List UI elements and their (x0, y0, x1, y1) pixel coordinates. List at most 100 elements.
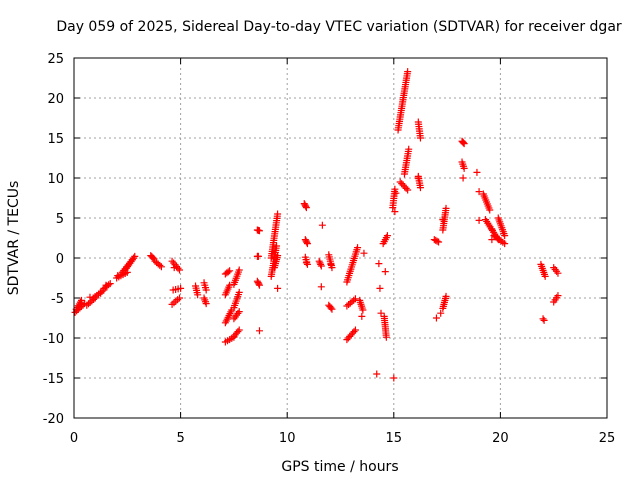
data-point (255, 227, 263, 235)
data-point (351, 326, 359, 334)
data-point (459, 139, 467, 147)
x-axis-label: GPS time / hours (281, 459, 398, 475)
data-point (358, 312, 366, 320)
data-point (114, 272, 122, 280)
y-tick-label: 25 (47, 52, 64, 67)
data-point (274, 210, 282, 218)
chart-title: Day 059 of 2025, Sidereal Day-to-day VTE… (56, 19, 622, 35)
data-point (86, 293, 94, 301)
data-point (254, 252, 262, 260)
data-point (235, 266, 243, 274)
data-point (391, 185, 399, 193)
data-point (402, 184, 410, 192)
data-point (328, 264, 336, 272)
data-point (156, 261, 164, 269)
data-point (202, 286, 210, 294)
data-point (354, 244, 362, 252)
data-point (414, 174, 422, 182)
data-point (130, 254, 138, 262)
data-point (102, 281, 110, 289)
data-point (541, 272, 549, 280)
y-tick-label: 20 (47, 92, 64, 107)
data-point (317, 262, 325, 270)
data-point (459, 174, 467, 182)
data-point (383, 232, 391, 240)
data-point (396, 178, 404, 186)
data-point (97, 289, 105, 297)
data-point (350, 328, 358, 336)
plot-frame (73, 57, 608, 419)
x-tick-label: 15 (386, 431, 403, 446)
data-point (475, 188, 483, 196)
data-point (405, 145, 413, 153)
data-point (131, 252, 139, 260)
y-tick-label: -5 (51, 292, 64, 307)
data-point (177, 284, 185, 292)
data-point (376, 284, 384, 292)
data-point (303, 238, 311, 246)
data-point (273, 242, 281, 250)
data-point (401, 183, 409, 191)
data-point (488, 236, 496, 244)
data-point (475, 216, 483, 224)
data-point (501, 240, 509, 248)
data-point (255, 280, 263, 288)
data-point (351, 295, 359, 303)
data-point (315, 257, 323, 265)
data-point (350, 296, 358, 304)
data-point (442, 204, 450, 212)
data-point (303, 260, 311, 268)
data-point (539, 315, 547, 323)
data-point (226, 267, 234, 275)
data-point (390, 374, 398, 382)
y-axis-label: SDTVAR / TECUs (6, 181, 22, 296)
data-point (224, 268, 232, 276)
data-point (157, 263, 165, 271)
x-tick-label: 25 (599, 431, 616, 446)
data-point (77, 300, 85, 308)
y-axis-ticks: -20 -15 -10 -5 0 5 10 15 20 25 (43, 52, 607, 427)
data-point (373, 370, 381, 378)
y-tick-label: 15 (47, 132, 64, 147)
data-point (404, 186, 412, 194)
data-point (381, 268, 389, 276)
data-point (460, 164, 468, 172)
data-point (554, 292, 562, 300)
data-point (226, 281, 234, 289)
data-point (274, 252, 282, 260)
data-point (317, 283, 325, 291)
data-point (392, 189, 400, 197)
data-point (255, 327, 263, 335)
data-points (71, 68, 562, 382)
y-tick-label: -15 (43, 372, 64, 387)
data-point (274, 284, 282, 292)
y-tick-label: 5 (56, 212, 64, 227)
data-point (399, 181, 407, 189)
data-point (488, 225, 496, 233)
x-tick-label: 0 (70, 431, 78, 446)
data-point (398, 180, 406, 188)
data-point (328, 305, 336, 313)
data-point (302, 259, 310, 267)
y-tick-label: -20 (43, 412, 64, 427)
data-point (170, 264, 178, 272)
x-axis-ticks: 0 5 10 15 20 25 (70, 58, 615, 446)
data-point (437, 309, 445, 317)
data-point (377, 309, 385, 317)
data-point (501, 232, 509, 240)
data-point (317, 260, 325, 268)
data-point (302, 204, 310, 212)
data-point (435, 238, 443, 246)
axes (73, 57, 608, 419)
data-point (540, 316, 548, 324)
data-point (432, 314, 440, 322)
data-point (194, 291, 202, 299)
data-point (391, 208, 399, 216)
data-point (439, 216, 447, 224)
y-tick-label: 0 (56, 252, 64, 267)
y-tick-label: -10 (43, 332, 64, 347)
data-point (554, 269, 562, 277)
data-point (302, 202, 310, 210)
data-point (473, 168, 481, 176)
grid-lines (74, 58, 607, 418)
